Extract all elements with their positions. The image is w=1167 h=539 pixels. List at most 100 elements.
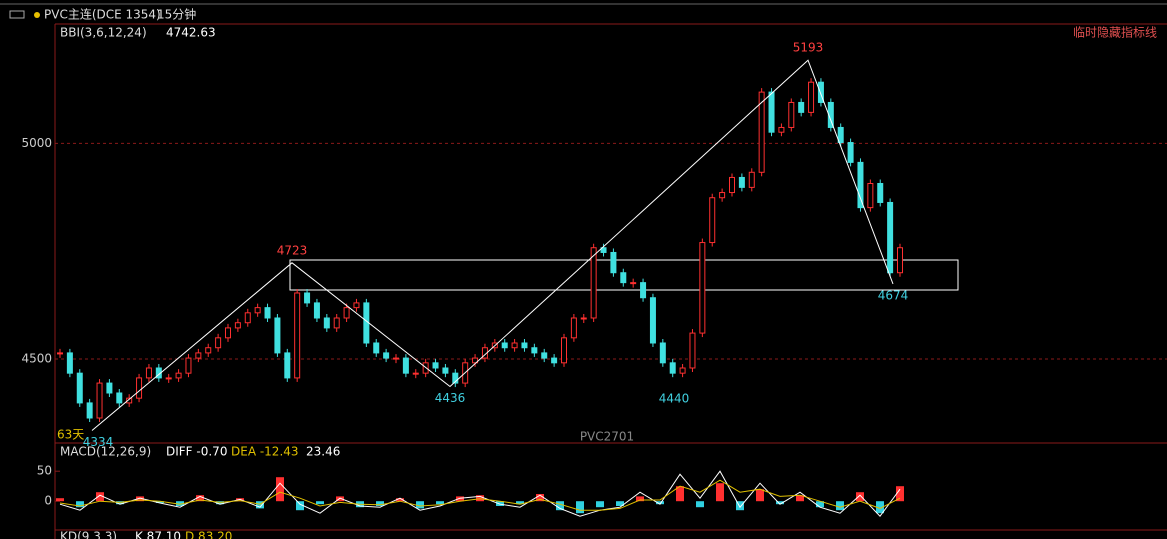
kd-k: K 87.10: [135, 530, 181, 539]
candle: [877, 182, 884, 203]
candle: [897, 247, 903, 274]
candle: [393, 357, 399, 360]
macd-line: [59, 470, 901, 517]
candle: [541, 352, 548, 359]
macd-bar: [76, 501, 84, 508]
macd-bar: [896, 486, 904, 502]
candle: [343, 307, 350, 319]
symbol[interactable]: PVC主连(DCE 1354): [44, 7, 161, 22]
candle: [323, 317, 330, 329]
candle: [244, 312, 251, 324]
macd-bar: [496, 501, 504, 506]
kd-label[interactable]: KD(9,3,3): [60, 530, 117, 539]
candle: [96, 382, 103, 419]
candle: [610, 251, 617, 274]
candle: [630, 282, 637, 285]
candle: [225, 327, 231, 339]
candle: [175, 372, 182, 379]
candle: [521, 342, 528, 349]
candle: [116, 392, 123, 404]
macd-bar: [816, 501, 824, 508]
candle: [264, 307, 271, 319]
macd-bar: [256, 501, 264, 509]
macd-bar: [656, 501, 664, 505]
candle: [669, 362, 676, 374]
candle: [185, 357, 192, 374]
candle: [649, 297, 656, 344]
candle: [817, 81, 824, 103]
candle: [165, 377, 172, 380]
macd-bar: [416, 501, 424, 509]
contract-label: PVC2701: [580, 430, 634, 444]
candle: [383, 352, 390, 359]
candle: [452, 372, 459, 384]
symbol-dot: [34, 12, 40, 18]
candle: [798, 101, 805, 113]
candle: [145, 367, 152, 379]
pivot-label: 4723: [277, 243, 308, 257]
candle: [729, 176, 735, 194]
candle: [531, 347, 538, 354]
candle: [205, 347, 212, 354]
macd-bar: [776, 501, 784, 505]
macd-bar: [636, 496, 644, 502]
candle: [57, 352, 63, 355]
macd-diff: DIFF -0.70: [166, 445, 227, 459]
candle: [234, 322, 241, 329]
candle: [274, 317, 281, 354]
macd-bar: [56, 498, 64, 502]
hide-button[interactable]: 临时隐藏指标线: [1073, 25, 1157, 40]
candle: [254, 307, 261, 314]
candle: [195, 352, 202, 359]
candle: [333, 317, 340, 329]
candle: [570, 317, 577, 339]
candle: [313, 302, 320, 319]
candle: [442, 367, 449, 374]
macd-bar: [536, 494, 544, 502]
macd-bar: [876, 501, 884, 514]
macd-bar: [716, 483, 724, 502]
macd-bar: [756, 489, 764, 502]
candle: [136, 377, 143, 399]
candle: [353, 302, 360, 309]
candle: [580, 317, 587, 320]
macd-bar: [276, 477, 284, 502]
candle: [412, 372, 419, 375]
macd-label[interactable]: MACD(12,26,9): [60, 445, 151, 459]
pivot-label: 4674: [878, 288, 909, 302]
candle: [659, 342, 666, 364]
candle: [66, 352, 73, 374]
macd-bar: [736, 501, 744, 511]
macd-bar: [136, 496, 144, 502]
candle: [837, 126, 844, 144]
period[interactable]: 15分钟: [157, 7, 196, 22]
candle: [600, 247, 607, 253]
toolbar-icon[interactable]: [9, 10, 25, 19]
indicator[interactable]: BBI(3,6,12,24): [60, 26, 147, 40]
candle: [620, 272, 627, 284]
macd-dea: DEA -12.43: [231, 445, 299, 459]
candle: [788, 101, 795, 128]
candle: [294, 292, 301, 379]
candle: [808, 81, 815, 113]
candle: [847, 142, 854, 163]
pivot-label: 4436: [435, 391, 466, 405]
macd-bar: [176, 501, 184, 506]
candle: [284, 352, 291, 379]
candle: [887, 201, 894, 274]
candle: [511, 342, 518, 349]
candle: [768, 91, 775, 133]
macd-bar: [556, 501, 564, 511]
pivot-label: 5193: [793, 41, 824, 55]
macd-bar: [376, 501, 384, 506]
zigzag-line: [91, 59, 894, 431]
macd-bar: [156, 501, 164, 503]
macd-bar: [516, 501, 524, 505]
candle: [640, 282, 647, 299]
macd-bar: [576, 501, 584, 514]
candle: [679, 367, 686, 374]
macd-bar: [296, 501, 304, 511]
macd-bar: [476, 495, 484, 502]
candle: [719, 192, 726, 199]
